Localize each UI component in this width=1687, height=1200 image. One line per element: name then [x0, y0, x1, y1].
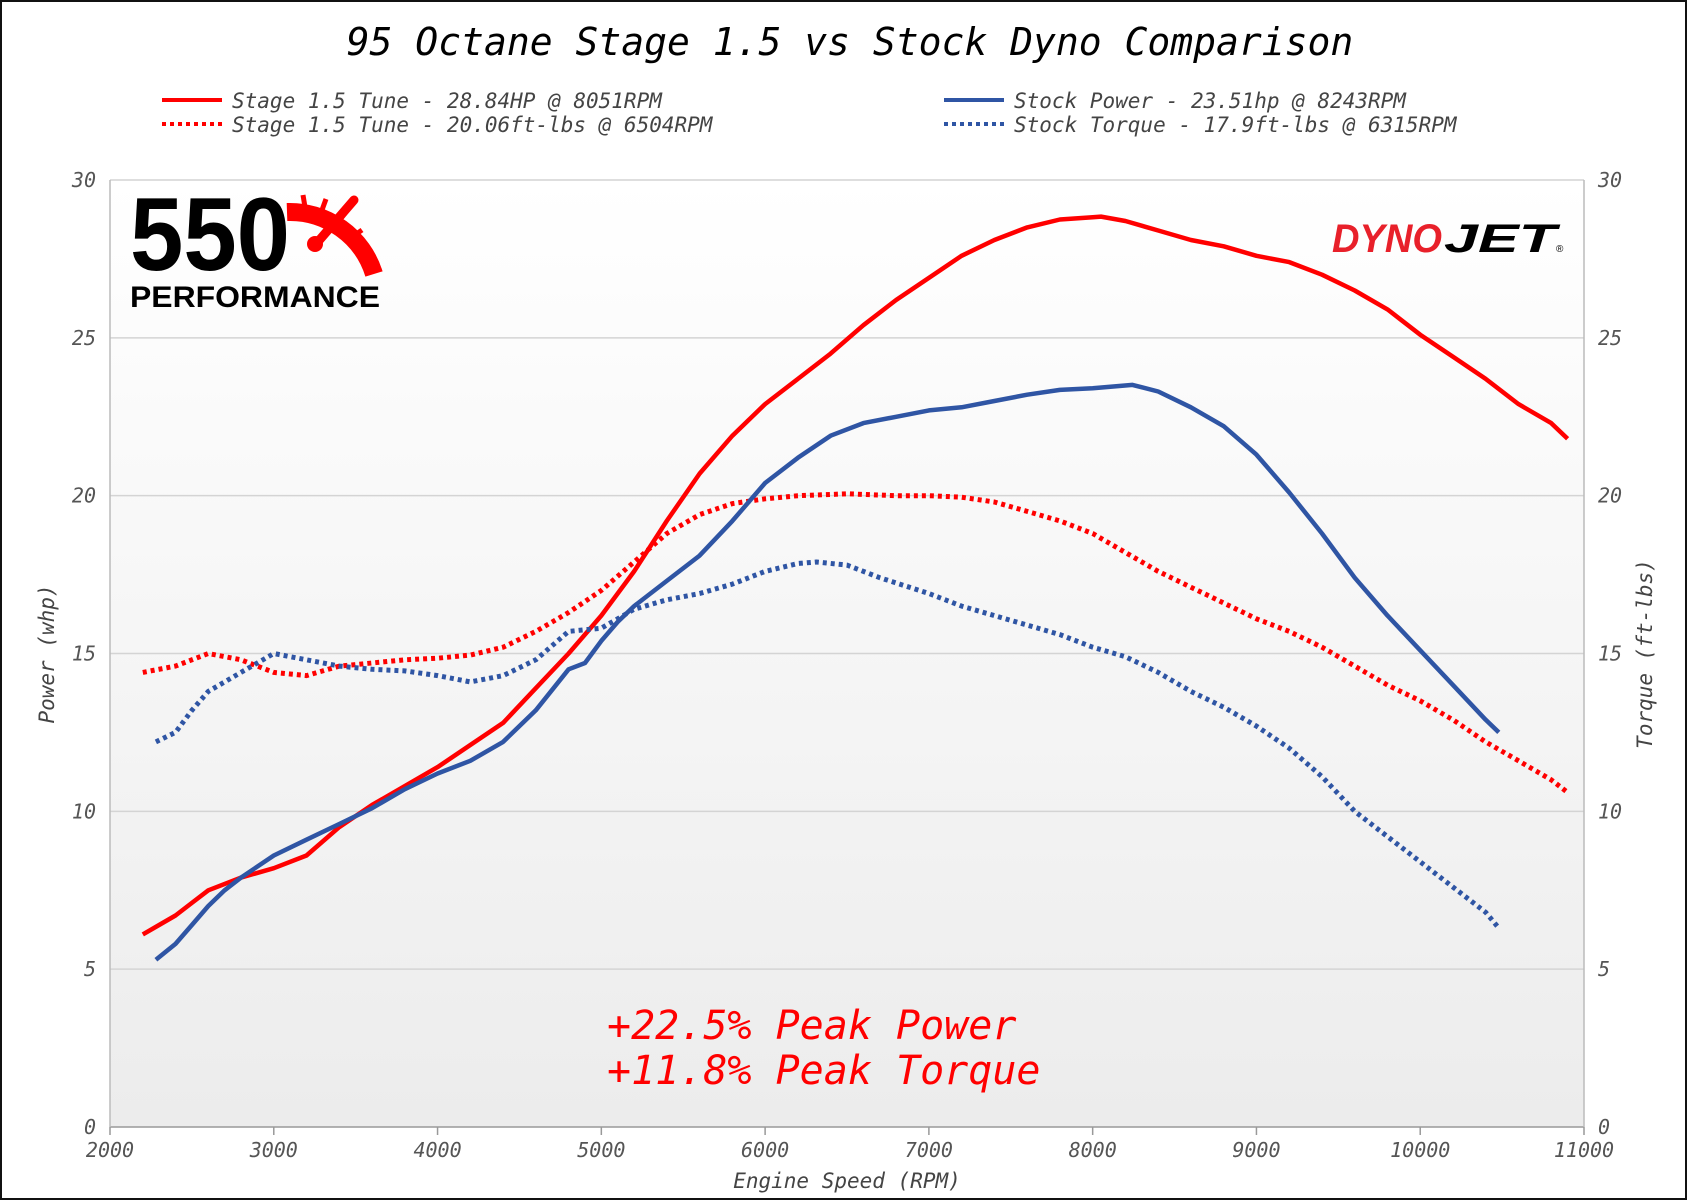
x-tick-label: 8000: [1069, 1138, 1117, 1162]
dynojet-registered-mark: ®: [1556, 244, 1564, 255]
y-axis-left-title: Power (whp): [35, 584, 59, 723]
legend-label-tune-power: Stage 1.5 Tune - 28.84HP @ 8051RPM: [232, 89, 663, 113]
logo-number: 550: [130, 177, 290, 293]
logo-word: PERFORMANCE: [130, 281, 380, 314]
annotation-peak-torque: +11.8% Peak Torque: [607, 1048, 1040, 1094]
y-right-tick-label: 0: [1598, 1115, 1610, 1139]
speedometer-icon: [286, 194, 383, 277]
annotation-peak-power: +22.5% Peak Power: [607, 1003, 1016, 1049]
x-axis-title: Engine Speed (RPM): [733, 1169, 961, 1193]
y-right-tick-label: 20: [1598, 484, 1622, 508]
y-left-tick-label: 5: [84, 957, 96, 981]
series-tune-torque: [142, 491, 1570, 795]
x-tick-label: 9000: [1232, 1138, 1280, 1162]
y-left-tick-label: 15: [72, 642, 96, 666]
y-left-tick-label: 20: [72, 484, 96, 508]
y-axis-right-title: Torque (ft-lbs): [1633, 559, 1657, 749]
x-tick-label: 2000: [86, 1138, 134, 1162]
series-stock-torque: [154, 559, 1501, 930]
dynojet-logo-jet: JET: [1444, 217, 1561, 261]
y-right-tick-label: 15: [1598, 642, 1622, 666]
y-left-tick-label: 0: [84, 1115, 96, 1139]
y-left-tick-label: 30: [71, 168, 96, 192]
series-layer: [141, 214, 1570, 962]
series-tune-power: [141, 214, 1570, 937]
legend: Stage 1.5 Tune - 28.84HP @ 8051RPM Stage…: [162, 89, 1458, 137]
legend-label-stock-power: Stock Power - 23.51hp @ 8243RPM: [1014, 89, 1407, 113]
x-tick-label: 3000: [249, 1138, 298, 1162]
x-tick-label: 5000: [577, 1138, 625, 1162]
y-left-tick-label: 10: [72, 799, 96, 823]
chart-title: 95 Octane Stage 1.5 vs Stock Dyno Compar…: [347, 20, 1354, 64]
performance-logo: 550 PERFORMANCE: [130, 177, 383, 314]
y-right-tick-label: 30: [1597, 168, 1622, 192]
y-right-tick-label: 5: [1598, 957, 1610, 981]
x-tick-label: 6000: [741, 1138, 789, 1162]
x-tick-label: 11000: [1554, 1138, 1614, 1162]
y-left-tick-label: 25: [72, 326, 96, 350]
x-tick-label: 10000: [1390, 1138, 1450, 1162]
x-tick-label: 4000: [413, 1138, 461, 1162]
dynojet-logo-dyno: DYNO: [1332, 217, 1442, 261]
series-stock-power: [154, 382, 1501, 962]
grid: [109, 179, 1585, 1128]
axis-ticks: 2000 3000 4000 5000 6000 7000 8000 9000 10000 110…: [71, 168, 1622, 1162]
legend-label-tune-torque: Stage 1.5 Tune - 20.06ft-lbs @ 6504RPM: [232, 113, 714, 137]
y-right-tick-label: 10: [1598, 799, 1622, 823]
legend-label-stock-torque: Stock Torque - 17.9ft-lbs @ 6315RPM: [1014, 113, 1458, 137]
x-tick-label: 7000: [905, 1138, 953, 1162]
y-right-tick-label: 25: [1598, 326, 1622, 350]
dynojet-logo: DYNO JET ®: [1332, 217, 1564, 261]
